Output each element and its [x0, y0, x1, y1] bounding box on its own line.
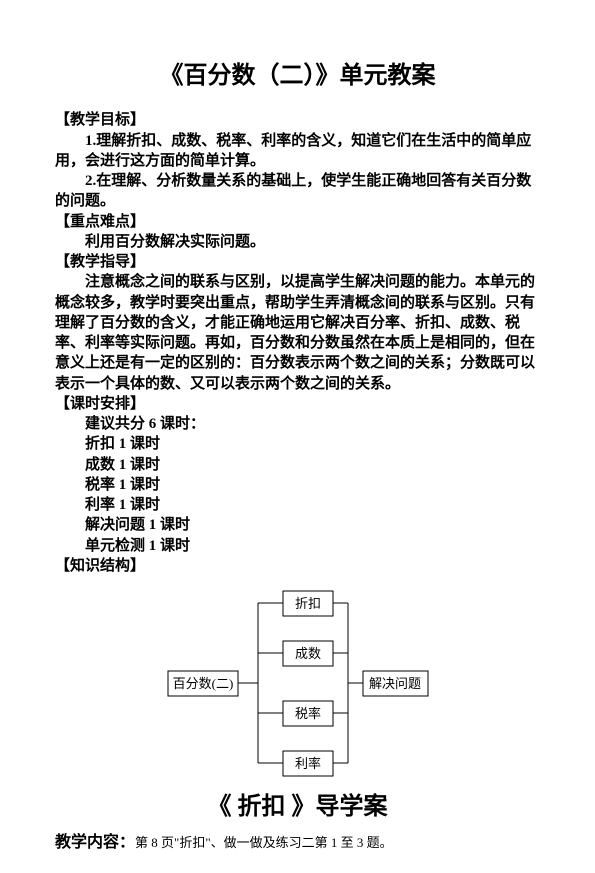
- right-label: 解决问题: [368, 676, 420, 691]
- structure-diagram: 百分数(二) 折扣 成数 税率 利率 解决问题: [55, 586, 540, 781]
- schedule-item-3: 利率 1 课时: [85, 495, 540, 515]
- schedule-intro: 建议共分 6 课时：: [85, 414, 540, 434]
- child-label-1: 成数: [294, 646, 320, 661]
- objective-1: 1.理解折扣、成数、税率、利率的含义，知道它们在生活中的简单应用，会进行这方面的…: [55, 131, 540, 172]
- subtitle: 《 折扣 》导学案: [55, 791, 540, 823]
- schedule-item-0: 折扣 1 课时: [85, 434, 540, 454]
- teaching-content-line: 教学内容：第 8 页"折扣"、做一做及练习二第 1 至 3 题。: [55, 832, 540, 854]
- content-label: 教学内容：: [55, 834, 135, 851]
- keypoints-text: 利用百分数解决实际问题。: [85, 232, 540, 252]
- child-label-3: 利率: [294, 756, 320, 771]
- page-title: 《百分数（二）》单元教案: [55, 60, 540, 92]
- schedule-item-1: 成数 1 课时: [85, 455, 540, 475]
- objective-2: 2.在理解、分析数量关系的基础上，使学生能正确地回答有关百分数的问题。: [55, 171, 540, 212]
- content-text: 第 8 页"折扣"、做一做及练习二第 1 至 3 题。: [135, 835, 393, 850]
- structure-head: 【知识结构】: [55, 556, 540, 576]
- guidance-text: 注意概念之间的联系与区别，以提高学生解决问题的能力。本单元的概念较多，教学时要突…: [55, 272, 540, 394]
- root-label: 百分数(二): [172, 676, 233, 691]
- child-label-0: 折扣: [294, 596, 320, 611]
- schedule-item-5: 单元检测 1 课时: [85, 536, 540, 556]
- objectives-head: 【教学目标】: [55, 110, 540, 130]
- child-label-2: 税率: [294, 706, 320, 721]
- keypoints-head: 【重点难点】: [55, 212, 540, 232]
- schedule-item-4: 解决问题 1 课时: [85, 515, 540, 535]
- schedule-head: 【课时安排】: [55, 394, 540, 414]
- schedule-item-2: 税率 1 课时: [85, 475, 540, 495]
- diagram-svg: 百分数(二) 折扣 成数 税率 利率 解决问题: [163, 586, 433, 781]
- guidance-head: 【教学指导】: [55, 252, 540, 272]
